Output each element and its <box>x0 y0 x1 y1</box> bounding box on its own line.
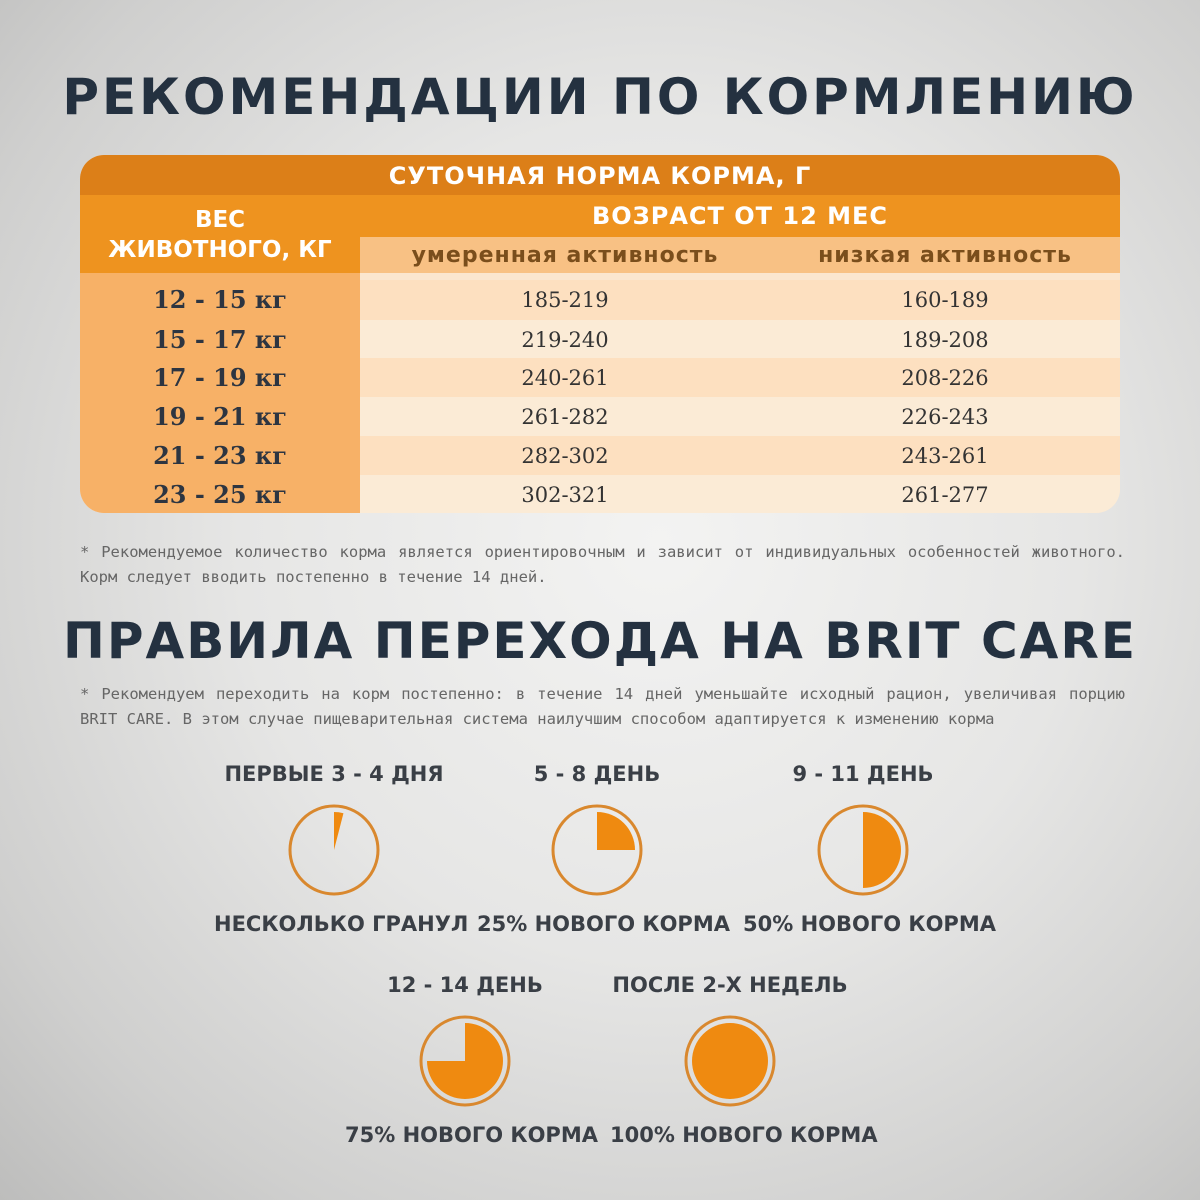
stage-label: 5 - 8 ДЕНЬ <box>533 762 661 786</box>
row-low-value: 189-208 <box>901 328 989 352</box>
row-low-value: 208-226 <box>901 366 989 390</box>
table-row: 12 - 15 кг 185-219 160-189 <box>80 280 1120 320</box>
activity-moderate-header: умеренная активность <box>411 243 719 268</box>
pie-slice <box>597 812 635 850</box>
transition-note: * Рекомендуем переходить на корм постепе… <box>80 685 1125 728</box>
stage-4: 12 - 14 ДЕНЬ 75% НОВОГО КОРМА <box>345 973 598 1147</box>
stage-caption: 50% НОВОГО КОРМА <box>743 912 996 936</box>
table-row: 17 - 19 кг 240-261 208-226 <box>80 358 1120 398</box>
stage-label: ПЕРВЫЕ 3 - 4 ДНЯ <box>224 762 444 786</box>
table-row: 21 - 23 кг 282-302 243-261 <box>80 436 1120 476</box>
row-moderate-value: 219-240 <box>521 328 609 352</box>
pie-outline <box>817 804 909 896</box>
stage-caption: 100% НОВОГО КОРМА <box>610 1123 878 1147</box>
pie-chart-icon <box>817 804 909 896</box>
row-weight: 19 - 21 кг <box>153 402 287 431</box>
row-weight: 21 - 23 кг <box>153 441 287 470</box>
pie-outline <box>288 804 380 896</box>
activity-low-header: низкая активность <box>818 243 1072 268</box>
row-moderate-value: 240-261 <box>521 366 609 390</box>
transition-title: ПРАВИЛА ПЕРЕХОДА НА BRIT CARE <box>63 612 1137 670</box>
activity-header: умеренная активность низкая активность <box>360 237 1120 273</box>
weight-header-line2: ЖИВОТНОГО, КГ <box>108 237 332 263</box>
row-background <box>360 436 1120 476</box>
weight-header: ВЕС ЖИВОТНОГО, КГ <box>80 195 360 273</box>
row-moderate-value: 185-219 <box>521 288 609 312</box>
row-background <box>360 397 1120 437</box>
stage-label: 12 - 14 ДЕНЬ <box>387 973 543 997</box>
row-low-value: 226-243 <box>901 405 989 429</box>
pie-chart-icon <box>551 804 643 896</box>
row-weight: 17 - 19 кг <box>153 363 287 392</box>
pie-chart-icon <box>419 1015 511 1107</box>
stage-3: 9 - 11 ДЕНЬ 50% НОВОГО КОРМА <box>743 762 996 936</box>
stage-caption: НЕСКОЛЬКО ГРАНУЛ <box>214 912 469 936</box>
row-low-value: 160-189 <box>901 288 989 312</box>
row-low-value: 243-261 <box>901 444 989 468</box>
feeding-table: СУТОЧНАЯ НОРМА КОРМА, Г ВЕС ЖИВОТНОГО, К… <box>80 155 1120 513</box>
stage-caption: 75% НОВОГО КОРМА <box>345 1123 598 1147</box>
stage-5: ПОСЛЕ 2-Х НЕДЕЛЬ 100% НОВОГО КОРМА <box>610 973 878 1147</box>
feeding-note: * Рекомендуемое количество корма являетс… <box>80 543 1125 586</box>
stage-label: 9 - 11 ДЕНЬ <box>792 762 934 786</box>
table-row: 23 - 25 кг 302-321 261-277 <box>80 475 1120 513</box>
row-moderate-value: 302-321 <box>521 483 609 507</box>
row-low-value: 261-277 <box>901 483 989 507</box>
pie-slice <box>863 812 901 888</box>
row-moderate-value: 282-302 <box>521 444 609 468</box>
pie-chart-icon <box>684 1015 776 1107</box>
table-row: 19 - 21 кг 261-282 226-243 <box>80 397 1120 437</box>
age-header: ВОЗРАСТ ОТ 12 МЕС <box>360 195 1120 237</box>
table-header: СУТОЧНАЯ НОРМА КОРМА, Г <box>80 155 1120 195</box>
stage-label: ПОСЛЕ 2-Х НЕДЕЛЬ <box>612 973 848 997</box>
feeding-title: РЕКОМЕНДАЦИИ ПО КОРМЛЕНИЮ <box>62 68 1138 126</box>
row-background <box>360 358 1120 398</box>
pie-outline <box>419 1015 511 1107</box>
stage-caption: 25% НОВОГО КОРМА <box>477 912 730 936</box>
pie-chart-icon <box>288 804 380 896</box>
table-row: 15 - 17 кг 219-240 189-208 <box>80 320 1120 360</box>
pie-outline <box>684 1015 776 1107</box>
pie-slice <box>427 1023 503 1099</box>
stage-1: ПЕРВЫЕ 3 - 4 ДНЯ НЕСКОЛЬКО ГРАНУЛ <box>214 762 469 936</box>
row-weight: 23 - 25 кг <box>153 480 287 509</box>
weight-header-line1: ВЕС <box>194 207 246 233</box>
pie-outline <box>551 804 643 896</box>
row-background <box>360 280 1120 320</box>
pie-slice <box>334 812 344 850</box>
pie-slice <box>692 1023 768 1099</box>
row-background <box>360 320 1120 360</box>
row-moderate-value: 261-282 <box>521 405 609 429</box>
row-weight: 12 - 15 кг <box>153 285 287 314</box>
row-weight: 15 - 17 кг <box>153 325 287 354</box>
row-background <box>360 475 1120 513</box>
stage-2: 5 - 8 ДЕНЬ 25% НОВОГО КОРМА <box>477 762 730 936</box>
